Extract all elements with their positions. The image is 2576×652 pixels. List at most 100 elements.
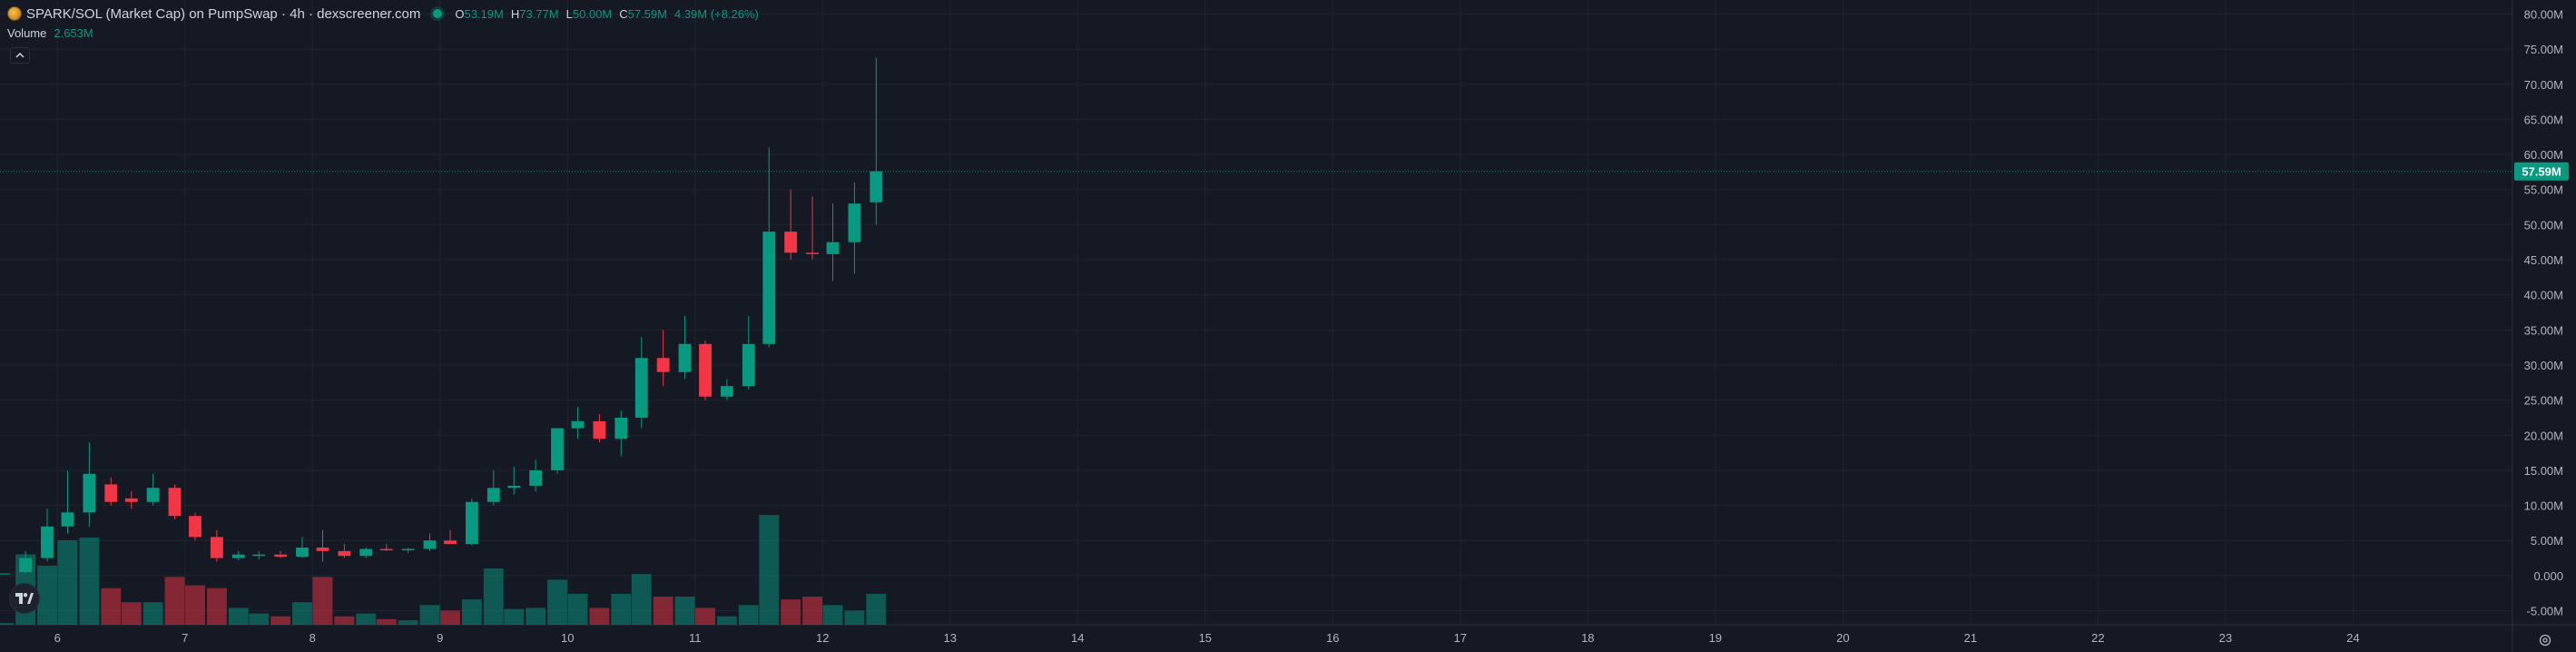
volume-bar bbox=[716, 616, 737, 625]
y-tick-label: 35.00M bbox=[2524, 323, 2563, 337]
settings-icon[interactable] bbox=[2538, 633, 2552, 647]
candle-body[interactable] bbox=[784, 232, 798, 253]
y-tick-label: 60.00M bbox=[2524, 148, 2563, 162]
volume-bar bbox=[249, 613, 270, 625]
x-tick-label: 20 bbox=[1836, 631, 1849, 645]
volume-bar bbox=[738, 605, 759, 625]
candle-body[interactable] bbox=[61, 512, 74, 527]
volume-legend: Volume 2.653M bbox=[7, 26, 93, 40]
candle-body[interactable] bbox=[615, 417, 628, 440]
candle-body[interactable] bbox=[252, 554, 266, 557]
x-tick-label: 19 bbox=[1709, 631, 1722, 645]
x-tick-label: 15 bbox=[1199, 631, 1212, 645]
ohlc-values: O53.19M H73.77M L50.00M C57.59M bbox=[455, 7, 667, 21]
candle-body[interactable] bbox=[231, 554, 245, 558]
candle-body[interactable] bbox=[742, 343, 755, 387]
candle-body[interactable] bbox=[656, 358, 670, 372]
candle-body[interactable] bbox=[401, 548, 415, 551]
candle-body[interactable] bbox=[551, 428, 564, 470]
x-tick-label: 24 bbox=[2346, 631, 2359, 645]
x-tick-label: 8 bbox=[310, 631, 316, 645]
open-value: 53.19M bbox=[464, 6, 504, 21]
x-tick-label: 6 bbox=[54, 631, 61, 645]
x-tick-label: 22 bbox=[2091, 631, 2104, 645]
volume-bar bbox=[547, 579, 567, 625]
candle-body[interactable] bbox=[83, 473, 96, 513]
volume-bar bbox=[121, 602, 142, 625]
tradingview-mark-icon bbox=[15, 593, 34, 604]
current-price-badge bbox=[2514, 162, 2569, 181]
volume-bar bbox=[185, 585, 205, 625]
y-tick-label: 40.00M bbox=[2524, 289, 2563, 302]
candle-body[interactable] bbox=[359, 548, 373, 557]
x-tick-label: 11 bbox=[689, 631, 702, 645]
candle-body[interactable] bbox=[210, 537, 223, 558]
y-tick-label: 5.00M bbox=[2531, 534, 2563, 548]
live-status-icon bbox=[433, 9, 443, 18]
candle-body[interactable] bbox=[423, 540, 437, 549]
candle-body[interactable] bbox=[316, 547, 329, 551]
volume-bar bbox=[822, 605, 843, 625]
candle-body[interactable] bbox=[571, 420, 585, 429]
candle-body[interactable] bbox=[146, 488, 160, 502]
candle-body[interactable] bbox=[699, 343, 712, 397]
collapse-legend-button[interactable] bbox=[10, 47, 30, 64]
candle-body[interactable] bbox=[487, 488, 500, 502]
candle-body[interactable] bbox=[189, 516, 202, 538]
candle-body[interactable] bbox=[826, 242, 840, 254]
candle-body[interactable] bbox=[678, 343, 692, 372]
chevron-up-icon bbox=[15, 53, 25, 58]
volume-bar bbox=[312, 577, 333, 625]
volume-bar bbox=[483, 568, 504, 625]
candle-body[interactable] bbox=[41, 526, 54, 558]
candle-body[interactable] bbox=[124, 498, 138, 502]
volume-bar bbox=[802, 597, 822, 625]
candle-body[interactable] bbox=[806, 252, 819, 254]
volume-bar bbox=[567, 593, 588, 625]
candle-body[interactable] bbox=[529, 469, 543, 486]
high-value: 73.77M bbox=[519, 6, 559, 21]
candle-body[interactable] bbox=[762, 232, 776, 344]
y-tick-label: 0.000 bbox=[2533, 569, 2563, 583]
volume-bar bbox=[461, 599, 482, 625]
candle-body[interactable] bbox=[379, 548, 393, 551]
volume-bar bbox=[674, 597, 695, 625]
candle-body[interactable] bbox=[296, 547, 309, 558]
volume-bar bbox=[759, 515, 780, 625]
volume-bar bbox=[398, 620, 418, 625]
candle-body[interactable] bbox=[465, 501, 478, 545]
volume-bar bbox=[37, 565, 57, 625]
candle-body[interactable] bbox=[507, 485, 521, 489]
candle-body[interactable] bbox=[848, 203, 861, 242]
candle-body[interactable] bbox=[19, 558, 33, 573]
candle-body[interactable] bbox=[274, 554, 288, 558]
candle-body[interactable] bbox=[593, 420, 606, 440]
volume-bar bbox=[589, 608, 610, 625]
y-tick-label: 50.00M bbox=[2524, 218, 2563, 232]
candle-body[interactable] bbox=[444, 540, 457, 545]
candle-body[interactable] bbox=[168, 488, 182, 517]
volume-bar bbox=[504, 608, 525, 625]
tradingview-logo-icon[interactable] bbox=[9, 583, 40, 614]
candle-body[interactable] bbox=[338, 550, 351, 557]
close-label: C bbox=[619, 6, 628, 21]
candle-body[interactable] bbox=[104, 484, 118, 502]
x-tick-label: 18 bbox=[1581, 631, 1594, 645]
volume-label: Volume bbox=[7, 26, 47, 40]
candle-body[interactable] bbox=[720, 386, 733, 397]
price-change: 4.39M (+8.26%) bbox=[673, 6, 759, 21]
x-tick-label: 13 bbox=[944, 631, 957, 645]
volume-bar bbox=[270, 616, 291, 625]
x-tick-label: 14 bbox=[1071, 631, 1084, 645]
candle-body[interactable] bbox=[870, 171, 883, 203]
x-tick-label: 7 bbox=[182, 631, 188, 645]
y-tick-label: 80.00M bbox=[2524, 7, 2563, 21]
x-tick-label: 23 bbox=[2219, 631, 2232, 645]
y-tick-label: 65.00M bbox=[2524, 113, 2563, 126]
x-tick-label: 10 bbox=[561, 631, 574, 645]
y-tick-label: 15.00M bbox=[2524, 464, 2563, 478]
candle-body[interactable] bbox=[0, 573, 11, 575]
candle-body[interactable] bbox=[634, 358, 648, 418]
